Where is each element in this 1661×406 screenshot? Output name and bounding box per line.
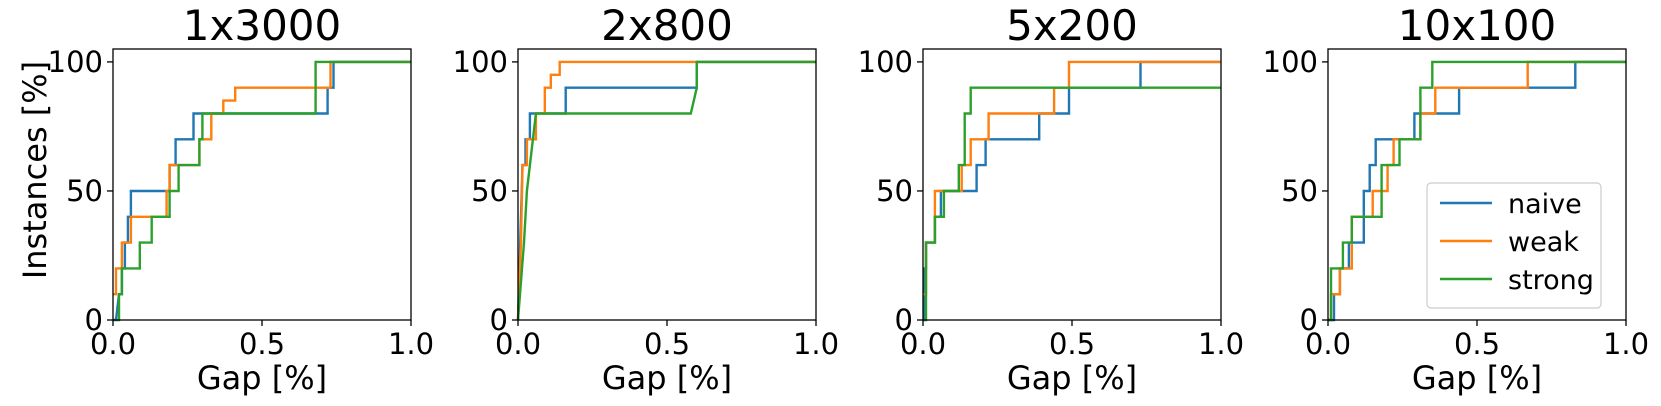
y-tick-label: 100: [858, 45, 913, 79]
series-line-strong: [1328, 60, 1626, 322]
panel-5x200: 0.0 0.5 1.0 0 50 100 5x200 Gap [%]: [858, 1, 1244, 397]
y-tick-label: 50: [876, 174, 913, 208]
x-tick-label: 0.5: [239, 327, 285, 361]
y-tick-label: 100: [453, 45, 508, 79]
x-tick-label: 0.0: [90, 327, 136, 361]
y-tick-label: 50: [471, 174, 508, 208]
legend: naive weak strong: [1426, 182, 1602, 309]
panel-title: 10x100: [1398, 1, 1556, 50]
panel-1x3000: 0.0 0.5 1.0 0 50 100 1x3000 Gap [%]: [48, 1, 434, 397]
x-tick-label: 0.5: [644, 327, 690, 361]
panel-title: 1x3000: [183, 1, 341, 50]
legend-label-weak: weak: [1508, 227, 1579, 258]
legend-box: [1426, 182, 1602, 309]
y-axis-label: Instances [%]: [16, 61, 54, 279]
y-tick-label: 100: [1263, 45, 1318, 79]
x-axis-label: Gap [%]: [1007, 359, 1137, 397]
x-tick-label: 0.5: [1454, 327, 1500, 361]
series-line-naive: [516, 60, 816, 321]
x-tick-label: 0.0: [495, 327, 541, 361]
panel-2x800: 0.0 0.5 1.0 0 50 100 2x800 Gap [%]: [453, 1, 839, 397]
legend-label-naive: naive: [1508, 189, 1582, 220]
y-tick-label: 100: [48, 45, 103, 79]
y-tick-label: 50: [66, 174, 103, 208]
x-tick-label: 0.0: [900, 327, 946, 361]
panel-title: 2x800: [601, 1, 733, 50]
series-line-strong: [516, 60, 816, 321]
axes-frame: [517, 48, 817, 321]
x-axis-label: Gap [%]: [602, 359, 732, 397]
panel-10x100: 0.0 0.5 1.0 0 50 100 10x100 Gap [%] naive weak str…: [1263, 1, 1649, 397]
series-line-naive: [923, 60, 1221, 322]
x-tick-label: 1.0: [1198, 327, 1244, 361]
y-tick-label: 0: [1300, 303, 1318, 337]
series-line-weak: [923, 60, 1221, 296]
panel-title: 5x200: [1006, 1, 1138, 50]
y-tick-label: 0: [85, 303, 103, 337]
x-tick-label: 0.0: [1305, 327, 1351, 361]
y-tick-label: 0: [895, 303, 913, 337]
axes-frame: [922, 48, 1222, 321]
x-tick-label: 1.0: [388, 327, 434, 361]
x-tick-label: 1.0: [1603, 327, 1649, 361]
x-axis-label: Gap [%]: [1412, 359, 1542, 397]
series-line-naive: [113, 60, 411, 322]
series-line-weak: [1328, 60, 1626, 322]
y-tick-label: 50: [1281, 174, 1318, 208]
panels: 0.0 0.5 1.0 0 50 100 1x3000 Gap [%] 0.0 0.5 1.0 0 50…: [48, 1, 1649, 397]
axes-frame: [112, 48, 412, 321]
legend-label-strong: strong: [1508, 265, 1594, 296]
series-line-strong: [923, 86, 1221, 322]
series-line-weak: [113, 60, 411, 296]
x-tick-label: 0.5: [1049, 327, 1095, 361]
series-line-strong: [116, 60, 411, 322]
y-tick-label: 0: [490, 303, 508, 337]
x-tick-label: 1.0: [793, 327, 839, 361]
x-axis-label: Gap [%]: [197, 359, 327, 397]
series-line-weak: [516, 60, 816, 321]
